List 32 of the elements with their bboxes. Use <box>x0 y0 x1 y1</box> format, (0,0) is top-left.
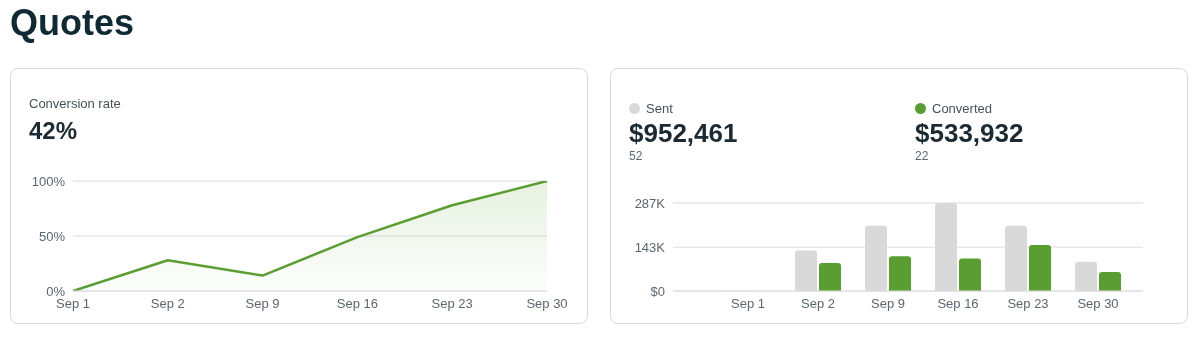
x-tick-label: Sep 9 <box>871 296 905 312</box>
legend-label: Converted <box>932 101 992 116</box>
x-tick-label: Sep 1 <box>731 296 765 312</box>
x-tick-label: Sep 30 <box>1077 296 1119 312</box>
bar <box>1099 271 1121 291</box>
y-tick-label: 50% <box>38 228 66 244</box>
x-tick-label: Sep 2 <box>801 296 835 312</box>
x-tick-label: Sep 16 <box>937 296 979 312</box>
x-tick-label: Sep 23 <box>431 296 473 312</box>
x-tick-label: Sep 23 <box>1007 296 1049 312</box>
bar <box>1029 245 1051 291</box>
x-tick-label: Sep 30 <box>526 296 568 312</box>
text: 52 <box>629 149 644 163</box>
bar <box>959 258 981 291</box>
x-tick-label: Sep 2 <box>150 296 185 312</box>
y-tick-label: 143K <box>634 239 666 255</box>
chart-subtitle: Conversion rate <box>29 96 121 111</box>
legend-label: Sent <box>646 101 673 116</box>
text: 22 <box>915 149 930 163</box>
x-tick-label: Sep 9 <box>245 296 280 312</box>
bar <box>889 256 911 291</box>
y-tick-label: $0 <box>650 283 665 299</box>
y-tick-label: 100% <box>31 173 66 189</box>
text: $533,932 <box>915 118 1024 149</box>
x-tick-label: Sep 1 <box>56 296 90 312</box>
x-tick-label: Sep 16 <box>336 296 378 312</box>
y-tick-label: 0% <box>46 283 66 299</box>
chart-title: Quotes <box>10 2 135 44</box>
bar <box>819 263 841 291</box>
text: 42% <box>29 117 78 145</box>
text: $952,461 <box>629 118 738 149</box>
y-tick-label: 287K <box>634 195 666 211</box>
